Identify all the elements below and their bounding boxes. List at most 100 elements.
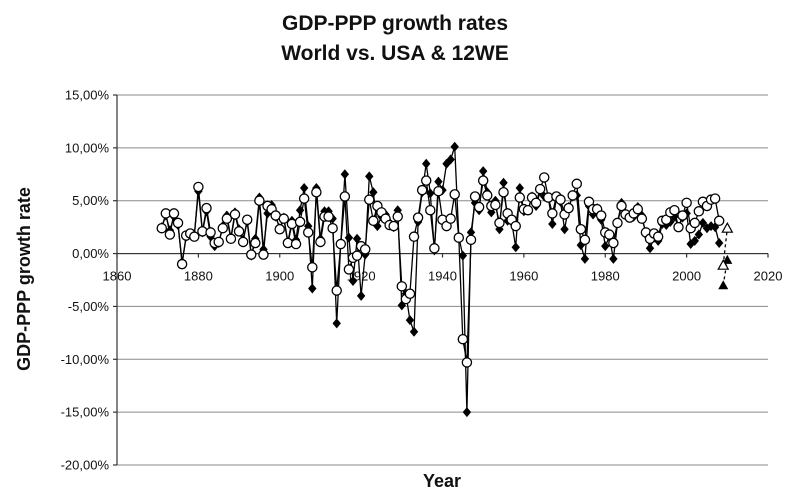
data-point xyxy=(530,197,542,209)
data-point xyxy=(352,233,362,244)
y-tick-label: -15,00% xyxy=(61,405,110,420)
y-tick-label: 5,00% xyxy=(72,193,109,208)
series-group xyxy=(156,141,734,418)
data-point xyxy=(388,220,399,232)
data-point xyxy=(412,212,424,223)
data-point xyxy=(632,203,644,215)
data-point xyxy=(307,262,318,273)
data-point xyxy=(579,234,591,246)
data-point xyxy=(511,242,520,253)
series-4 xyxy=(717,221,734,270)
data-point xyxy=(356,290,366,301)
data-point xyxy=(706,221,716,232)
data-point xyxy=(555,194,566,205)
data-point xyxy=(225,233,237,245)
data-point xyxy=(433,185,444,197)
data-point xyxy=(595,210,607,221)
data-point xyxy=(425,204,436,216)
data-point xyxy=(359,244,371,255)
data-point xyxy=(221,213,233,224)
data-point xyxy=(434,176,443,187)
data-point xyxy=(294,216,306,228)
data-point xyxy=(164,229,176,240)
data-point xyxy=(608,237,619,249)
data-point xyxy=(601,241,610,252)
data-point xyxy=(609,253,618,264)
data-point xyxy=(229,209,241,220)
data-point xyxy=(339,191,351,202)
data-point xyxy=(405,315,415,326)
data-point xyxy=(323,211,334,222)
data-point xyxy=(461,357,473,368)
data-point xyxy=(477,175,489,186)
data-point xyxy=(302,227,314,238)
data-point xyxy=(351,250,363,261)
data-point xyxy=(515,183,525,194)
data-point xyxy=(498,187,509,198)
data-point xyxy=(327,222,338,234)
data-point xyxy=(693,206,705,217)
data-point xyxy=(254,195,265,206)
series-2 xyxy=(156,172,725,368)
data-point xyxy=(462,407,472,418)
data-point xyxy=(713,215,725,227)
data-point xyxy=(409,326,419,337)
data-point xyxy=(156,222,168,234)
data-point xyxy=(478,166,488,177)
data-point xyxy=(673,221,684,233)
data-point xyxy=(575,224,587,235)
x-tick-label: 2020 xyxy=(754,269,783,284)
data-point xyxy=(689,217,701,229)
y-axis-title: GDP-PPP growth rate xyxy=(14,187,34,371)
data-point xyxy=(404,288,416,299)
data-point xyxy=(392,211,403,222)
data-point xyxy=(571,178,583,190)
data-point xyxy=(514,192,526,203)
data-point xyxy=(645,243,655,254)
x-tick-label: 1880 xyxy=(184,269,213,284)
data-point xyxy=(714,238,724,248)
data-point xyxy=(547,208,558,219)
data-point xyxy=(217,222,229,234)
data-point xyxy=(669,204,680,216)
x-tick-label: 1940 xyxy=(428,269,457,284)
data-point xyxy=(636,213,648,224)
data-point xyxy=(522,204,534,216)
data-point xyxy=(499,177,508,188)
data-point xyxy=(722,254,733,264)
data-point xyxy=(233,226,245,237)
data-point xyxy=(717,258,730,270)
y-tick-label: 10,00% xyxy=(65,140,110,155)
data-point xyxy=(172,217,184,229)
data-point xyxy=(677,210,688,221)
data-point xyxy=(494,217,505,229)
data-point xyxy=(205,227,216,238)
data-point xyxy=(567,190,578,201)
data-point xyxy=(473,201,485,213)
chart-title-line-1: GDP-PPP growth rates xyxy=(282,12,508,35)
data-point xyxy=(457,333,469,345)
data-point xyxy=(429,243,440,254)
data-point xyxy=(365,171,374,182)
data-point xyxy=(315,236,326,248)
x-tick-label: 2000 xyxy=(672,269,701,284)
data-point xyxy=(193,181,204,193)
data-point xyxy=(335,238,347,250)
data-point xyxy=(246,249,257,260)
data-point xyxy=(538,172,550,183)
data-point xyxy=(604,229,615,240)
x-tick-label: 1900 xyxy=(265,269,294,284)
data-point xyxy=(466,227,476,238)
data-point xyxy=(694,229,704,240)
data-point xyxy=(213,236,224,248)
y-tick-label: -5,00% xyxy=(68,299,110,314)
chart-title-line-2: World vs. USA & 12WE xyxy=(281,42,509,65)
data-point xyxy=(670,211,679,222)
data-point xyxy=(278,213,290,224)
data-point xyxy=(690,235,699,246)
y-tick-label: 0,00% xyxy=(72,246,109,261)
data-point xyxy=(343,264,355,275)
y-tick-labels: 15,00% 10,00% 5,00% 0,00% -5,00% -10,00% -15,0… xyxy=(61,88,110,473)
x-tick-label: 1960 xyxy=(509,269,538,284)
